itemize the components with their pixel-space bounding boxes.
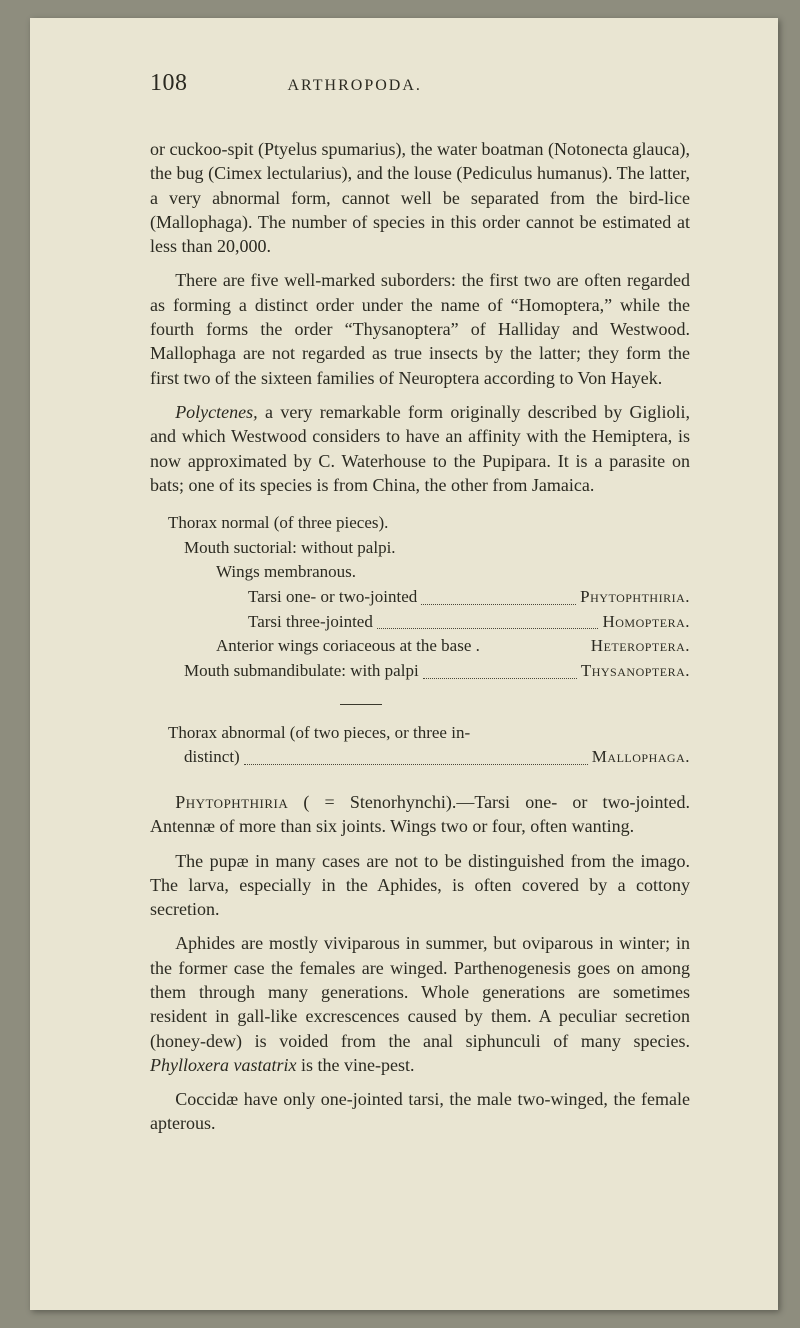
key-value: Phytophthiria. [580, 585, 690, 610]
paragraph-6-c: is the vine-pest. [296, 1055, 414, 1075]
key-value: Thysanoptera. [581, 659, 690, 684]
leader-dots [244, 745, 588, 765]
leader-dots [423, 659, 577, 679]
key-block-2: Thorax abnormal (of two pieces, or three… [168, 721, 690, 770]
key-label: distinct) [184, 745, 240, 770]
paragraph-7: Coccidæ have only one-jointed tarsi, the… [150, 1087, 690, 1136]
paragraph-6-a: Aphides are mostly viviparous in summer,… [150, 933, 690, 1050]
paragraph-6: Aphides are mostly viviparous in summer,… [150, 931, 690, 1077]
key-label: Tarsi one- or two-jointed [248, 585, 417, 610]
key-label: Tarsi three-jointed [248, 610, 373, 635]
key-label: Anterior wings coriaceous at the base . [216, 634, 480, 659]
paragraph-1: or cuckoo-spit (Ptyelus spumarius), the … [150, 137, 690, 258]
key-line: Wings membranous. [216, 560, 356, 585]
paragraph-4: Phytophthiria ( = Stenorhynchi).—Tarsi o… [150, 790, 690, 839]
species-name: Phylloxera vastatrix [150, 1055, 296, 1075]
key-line: Thorax abnormal (of two pieces, or three… [168, 721, 470, 746]
page-number: 108 [150, 70, 188, 97]
running-head: ARTHROPODA. [288, 77, 422, 95]
key-label: Mouth submandibulate: with palpi [184, 659, 419, 684]
divider [340, 704, 382, 705]
key-block-1: Thorax normal (of three pieces). Mouth s… [168, 511, 690, 683]
key-line: Mouth suctorial: without palpi. [184, 536, 396, 561]
leader-dots [484, 634, 587, 654]
body-text: or cuckoo-spit (Ptyelus spumarius), the … [150, 137, 690, 1136]
genus-name: Polyctenes, [175, 402, 257, 422]
paragraph-5: The pupæ in many cases are not to be dis… [150, 849, 690, 922]
key-line: Thorax normal (of three pieces). [168, 511, 388, 536]
paragraph-2: There are five well-marked suborders: th… [150, 268, 690, 389]
key-value: Mallophaga. [592, 745, 690, 770]
leader-dots [421, 585, 576, 605]
paragraph-3: Polyctenes, a very remarkable form origi… [150, 400, 690, 497]
section-name: Phytophthiria [175, 792, 288, 812]
key-value: Heteroptera. [591, 634, 690, 659]
key-value: Homoptera. [602, 610, 690, 635]
leader-dots [377, 610, 599, 630]
